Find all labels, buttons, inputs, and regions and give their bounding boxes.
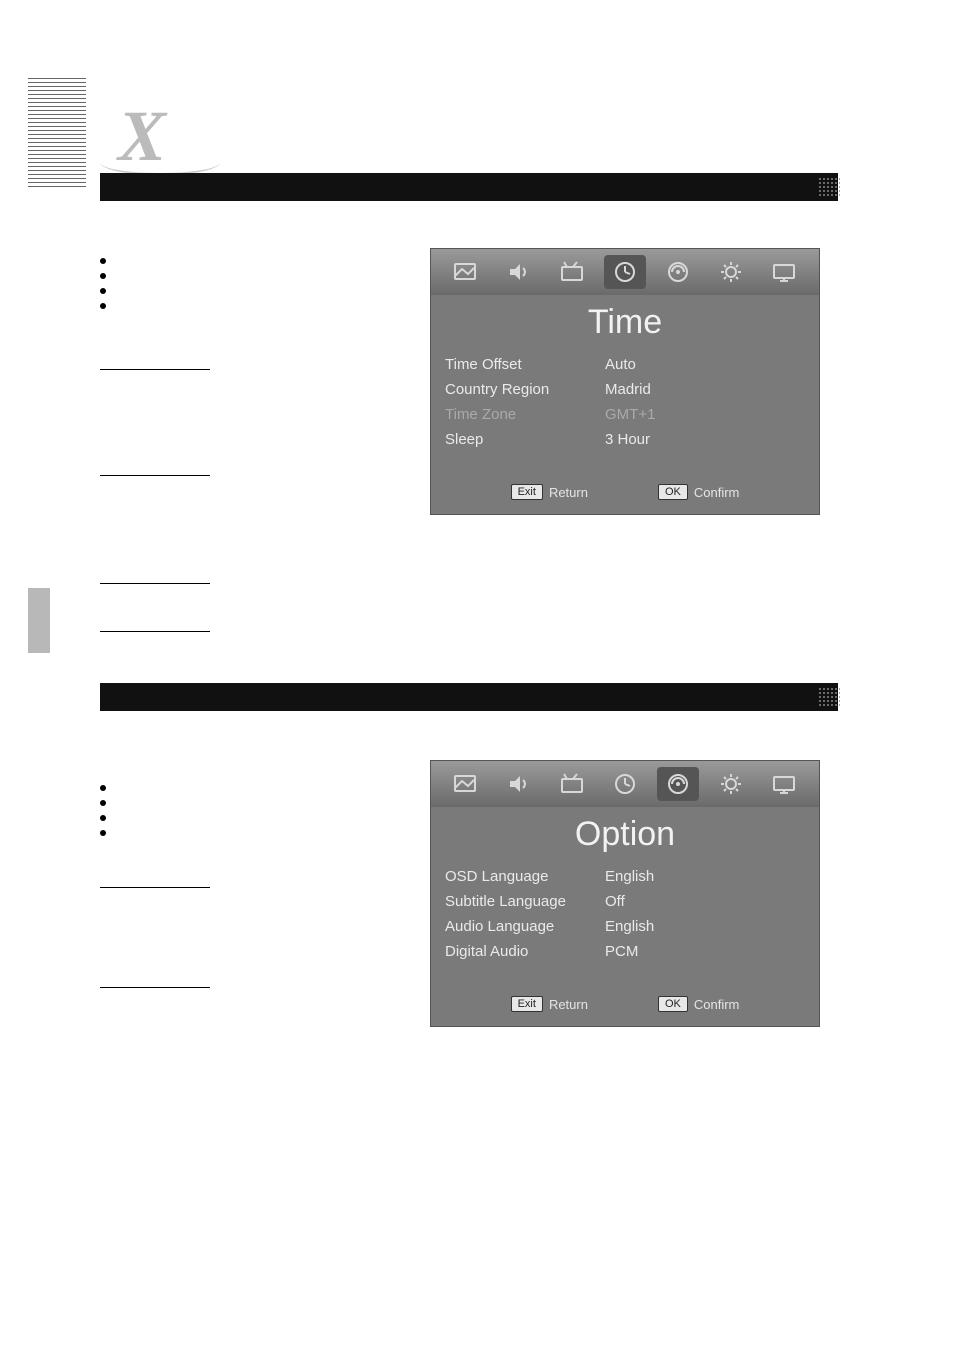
bullet-item <box>100 253 420 264</box>
osd-footer: Exit Return OK Confirm <box>431 986 819 1026</box>
sound-icon[interactable] <box>498 767 540 801</box>
option-icon[interactable] <box>657 255 699 289</box>
bar-dots-decoration <box>818 177 840 197</box>
bar-dots-decoration <box>818 687 840 707</box>
osd-setting-label: Sleep <box>445 431 605 448</box>
sound-icon[interactable] <box>498 255 540 289</box>
osd-title: Option <box>431 807 819 858</box>
osd-body: OSD LanguageEnglishSubtitle LanguageOffA… <box>431 858 819 986</box>
screen-icon[interactable] <box>763 255 805 289</box>
channel-icon[interactable] <box>551 767 593 801</box>
bullet-dot <box>100 273 106 279</box>
osd-setting-row: Time ZoneGMT+1 <box>445 402 805 427</box>
exit-key-label: Return <box>549 997 588 1012</box>
osd-setting-label: Time Zone <box>445 406 605 423</box>
osd-setting-value: English <box>605 918 805 935</box>
bullet-item <box>100 825 420 836</box>
picture-icon[interactable] <box>445 255 487 289</box>
bullet-item <box>100 810 420 821</box>
bullet-dot <box>100 785 106 791</box>
setup-icon[interactable] <box>710 255 752 289</box>
picture-icon[interactable] <box>445 767 487 801</box>
osd-icon-row <box>431 761 819 807</box>
sub-heading <box>100 874 210 888</box>
bullet-item <box>100 268 420 279</box>
screen-icon[interactable] <box>763 767 805 801</box>
osd-setting-row[interactable]: Time OffsetAuto <box>445 352 805 377</box>
osd-setting-value: Off <box>605 893 805 910</box>
bullet-dot <box>100 258 106 264</box>
bullet-item <box>100 780 420 791</box>
osd-setting-row[interactable]: Sleep3 Hour <box>445 427 805 452</box>
osd-setting-value: Madrid <box>605 381 805 398</box>
sub-heading <box>100 462 210 476</box>
osd-setting-value: Auto <box>605 356 805 373</box>
osd-setting-value: GMT+1 <box>605 406 805 423</box>
osd-setting-row[interactable]: Country RegionMadrid <box>445 377 805 402</box>
osd-setting-value: 3 Hour <box>605 431 805 448</box>
channel-icon[interactable] <box>551 255 593 289</box>
osd-setting-value: English <box>605 868 805 885</box>
osd-setting-row[interactable]: OSD LanguageEnglish <box>445 864 805 889</box>
osd-setting-label: Audio Language <box>445 918 605 935</box>
osd-body: Time OffsetAutoCountry RegionMadridTime … <box>431 346 819 474</box>
bullet-list-2 <box>100 780 420 840</box>
osd-footer-ok: OK Confirm <box>658 996 739 1012</box>
osd-icon-row <box>431 249 819 295</box>
exit-key-badge: Exit <box>511 996 543 1012</box>
sub-heading <box>100 618 210 632</box>
time-icon[interactable] <box>604 767 646 801</box>
section-bar-1 <box>100 173 838 201</box>
bullet-dot <box>100 288 106 294</box>
exit-key-label: Return <box>549 485 588 500</box>
bullet-dot <box>100 830 106 836</box>
osd-footer-exit: Exit Return <box>511 996 588 1012</box>
exit-key-badge: Exit <box>511 484 543 500</box>
bullet-dot <box>100 800 106 806</box>
sub-heading <box>100 974 210 988</box>
bullet-item <box>100 298 420 309</box>
ok-key-label: Confirm <box>694 997 740 1012</box>
bullet-item <box>100 283 420 294</box>
section-bar-2 <box>100 683 838 711</box>
osd-setting-row[interactable]: Subtitle LanguageOff <box>445 889 805 914</box>
option-icon[interactable] <box>657 767 699 801</box>
time-icon[interactable] <box>604 255 646 289</box>
ok-key-label: Confirm <box>694 485 740 500</box>
sub-heading <box>100 356 210 370</box>
corner-lines-decoration <box>28 78 86 193</box>
bullet-dot <box>100 303 106 309</box>
sub-heading <box>100 570 210 584</box>
osd-title: Time <box>431 295 819 346</box>
osd-footer-exit: Exit Return <box>511 484 588 500</box>
option-osd-panel: OptionOSD LanguageEnglishSubtitle Langua… <box>430 760 820 1027</box>
osd-footer: Exit Return OK Confirm <box>431 474 819 514</box>
osd-setting-label: OSD Language <box>445 868 605 885</box>
time-osd-panel: TimeTime OffsetAutoCountry RegionMadridT… <box>430 248 820 515</box>
osd-setting-label: Subtitle Language <box>445 893 605 910</box>
osd-setting-label: Digital Audio <box>445 943 605 960</box>
setup-icon[interactable] <box>710 767 752 801</box>
bullet-dot <box>100 815 106 821</box>
osd-setting-row[interactable]: Digital AudioPCM <box>445 939 805 964</box>
osd-setting-row[interactable]: Audio LanguageEnglish <box>445 914 805 939</box>
side-tab <box>28 588 50 653</box>
osd-setting-value: PCM <box>605 943 805 960</box>
logo-swoosh <box>100 150 220 175</box>
osd-setting-label: Country Region <box>445 381 605 398</box>
ok-key-badge: OK <box>658 996 688 1012</box>
ok-key-badge: OK <box>658 484 688 500</box>
osd-setting-label: Time Offset <box>445 356 605 373</box>
bullet-item <box>100 795 420 806</box>
osd-footer-ok: OK Confirm <box>658 484 739 500</box>
bullet-list-1 <box>100 253 420 313</box>
